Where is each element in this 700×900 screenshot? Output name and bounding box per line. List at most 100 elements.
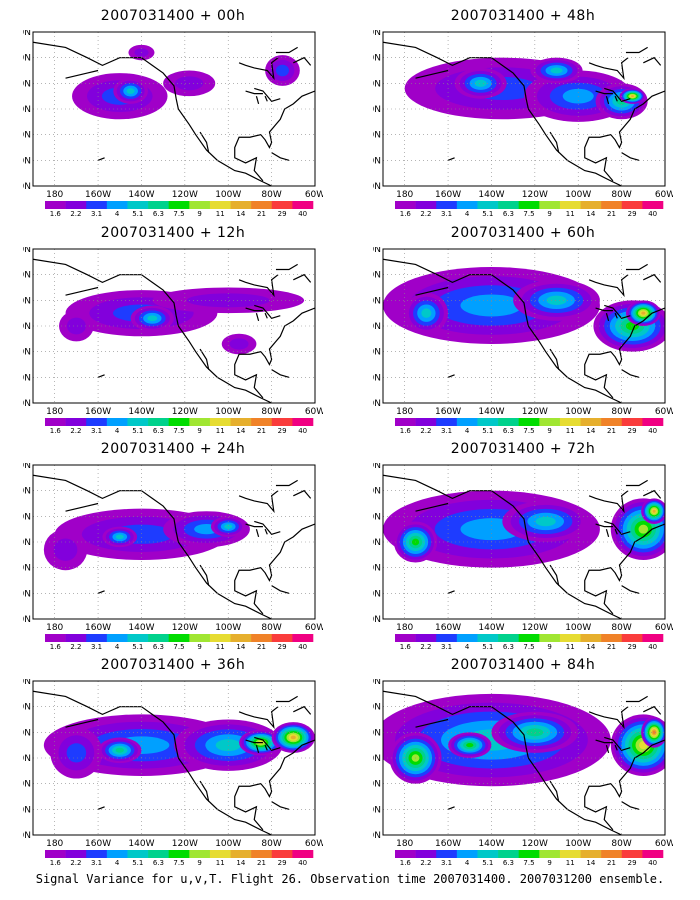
- colorbar-label: 2.2: [420, 210, 431, 218]
- colorbar-swatch: [518, 850, 540, 858]
- y-tick-label: 60N: [373, 271, 381, 281]
- y-tick-label: 20N: [23, 156, 31, 166]
- colorbar-swatch: [436, 201, 458, 209]
- colorbar-swatch: [621, 201, 643, 209]
- colorbar-label: 11: [216, 210, 225, 218]
- panel-title: 2007031400 + 00h: [100, 8, 246, 24]
- y-tick-label: 10N: [23, 615, 31, 625]
- colorbar-label: 6.3: [153, 859, 164, 867]
- x-tick-label: 180: [46, 407, 63, 417]
- colorbar-label: 2.2: [70, 210, 81, 218]
- colorbar-label: 7.5: [173, 643, 184, 651]
- colorbar-swatch: [642, 418, 664, 426]
- coast-line: [293, 705, 312, 715]
- panel-title: 2007031400 + 84h: [450, 657, 596, 673]
- x-tick-label: 100W: [215, 623, 241, 633]
- coast-line: [65, 69, 99, 79]
- colorbar-label: 3.1: [91, 643, 102, 651]
- coast-line: [549, 564, 560, 586]
- y-tick-label: 50N: [23, 79, 31, 89]
- coast-line: [605, 529, 610, 538]
- contour-fill: [53, 538, 78, 561]
- coast-line: [293, 273, 312, 283]
- colorbar-swatch: [148, 850, 169, 858]
- coast-line: [97, 157, 105, 161]
- colorbar-swatch: [189, 201, 211, 209]
- colorbar-label: 5.1: [132, 427, 143, 435]
- y-tick-label: 70N: [373, 679, 381, 687]
- coast-line: [604, 304, 631, 319]
- x-tick-label: 160W: [85, 190, 111, 200]
- plot-frame: [382, 31, 666, 187]
- y-tick-label: 60N: [23, 271, 31, 281]
- coast-line: [264, 95, 268, 102]
- x-tick-label: 140W: [478, 407, 504, 417]
- coast-line: [605, 313, 610, 322]
- colorbar-swatch: [395, 201, 416, 209]
- y-tick-label: 10N: [23, 831, 31, 841]
- colorbar-swatch: [168, 850, 190, 858]
- contour-fill: [526, 728, 544, 737]
- plot-frame: [382, 680, 666, 836]
- colorbar-label: 11: [566, 859, 575, 867]
- contour-fill: [126, 88, 135, 94]
- colorbar-swatch: [127, 850, 149, 858]
- colorbar-label: 29: [278, 859, 287, 867]
- colorbar-swatch: [395, 634, 416, 642]
- coast-line: [238, 274, 279, 298]
- colorbar-label: 6.3: [153, 427, 164, 435]
- coast-line: [643, 56, 662, 66]
- coast-line: [605, 745, 610, 754]
- colorbar-label: 29: [628, 427, 637, 435]
- colorbar-label: 11: [566, 643, 575, 651]
- coast-line: [605, 96, 610, 105]
- coast-line: [595, 307, 613, 312]
- x-tick-label: 140W: [478, 623, 504, 633]
- colorbar-label: 3.1: [441, 210, 452, 218]
- coast-line: [238, 490, 279, 514]
- colorbar-swatch: [580, 634, 602, 642]
- figure-caption: Signal Variance for u,v,T. Flight 26. Ob…: [35, 872, 665, 886]
- coast-line: [234, 523, 315, 615]
- colorbar-swatch: [45, 850, 66, 858]
- coast-line: [199, 780, 210, 802]
- x-tick-label: 160W: [435, 190, 461, 200]
- contour-fill: [641, 311, 646, 315]
- colorbar-swatch: [271, 201, 293, 209]
- colorbar-swatch: [621, 418, 643, 426]
- coast-line: [199, 348, 210, 370]
- coast-line: [33, 474, 272, 619]
- colorbar-swatch: [436, 850, 458, 858]
- contour-fill: [652, 509, 656, 513]
- x-tick-label: 80W: [611, 190, 631, 200]
- y-tick-label: 10N: [23, 399, 31, 409]
- y-tick-label: 40N: [23, 754, 31, 764]
- x-tick-label: 180: [396, 190, 413, 200]
- coast-line: [447, 374, 455, 378]
- colorbar-swatch: [498, 201, 519, 209]
- coast-line: [584, 739, 665, 831]
- colorbar-swatch: [415, 850, 437, 858]
- y-tick-label: 70N: [373, 247, 381, 255]
- plot-frame: [32, 248, 316, 404]
- colorbar-label: 21: [607, 427, 616, 435]
- coast-line: [625, 263, 648, 271]
- colorbar-label: 7.5: [523, 643, 534, 651]
- colorbar-swatch: [209, 850, 231, 858]
- coastline: [383, 41, 665, 186]
- coast-line: [254, 520, 281, 535]
- panel-24h: 2007031400 + 24h 70N 60N 50N 40N 30N 20N 10N 18…: [23, 441, 323, 653]
- y-tick-label: 40N: [23, 105, 31, 115]
- colorbar-label: 7.5: [523, 427, 534, 435]
- colorbar-swatch: [477, 418, 499, 426]
- map-plot: 70N 60N 50N 40N 30N 20N 10N 180 160W 140W 120W 100W…: [23, 463, 323, 651]
- coast-line: [447, 157, 455, 161]
- colorbar-swatch: [65, 418, 87, 426]
- coast-line: [33, 258, 272, 403]
- colorbar-swatch: [642, 634, 664, 642]
- x-tick-label: 100W: [215, 839, 241, 849]
- colorbar-swatch: [518, 634, 540, 642]
- colorbar-label: 6.3: [153, 643, 164, 651]
- coast-line: [234, 90, 315, 182]
- colorbar-swatch: [65, 850, 87, 858]
